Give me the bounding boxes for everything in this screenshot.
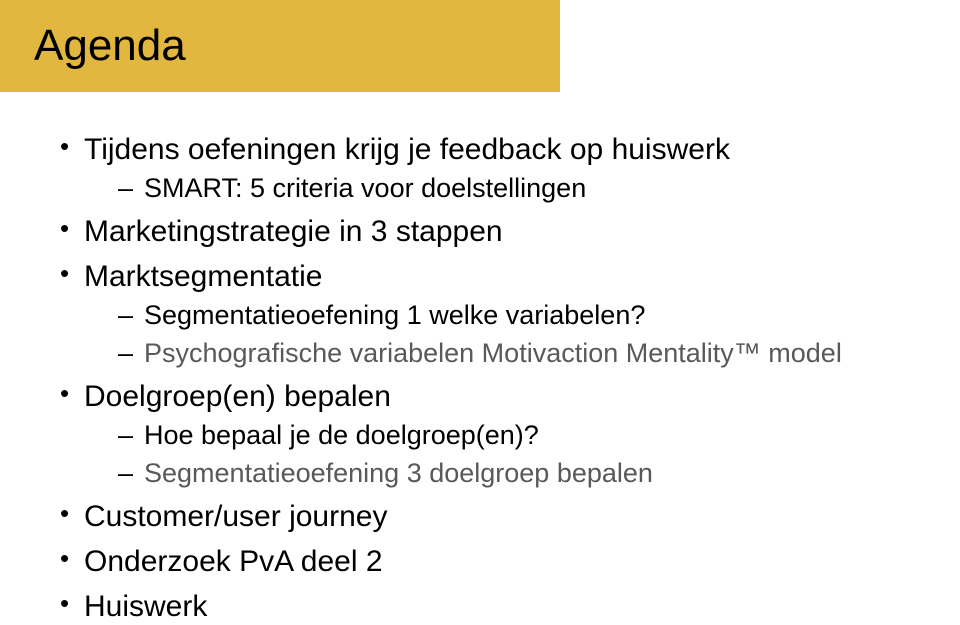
sub-list: Hoe bepaal je de doelgroep(en)? Segmenta… xyxy=(84,418,920,491)
bullet-text: Tijdens oefeningen krijg je feedback op … xyxy=(84,133,730,166)
slide-title: Agenda xyxy=(34,21,186,71)
bullet-text: Doelgroep(en) bepalen xyxy=(84,380,391,413)
list-item: Segmentatieoefening 1 welke variabelen? xyxy=(118,298,920,333)
list-item: SMART: 5 criteria voor doelstellingen xyxy=(118,171,920,206)
bullet-text: Marktsegmentatie xyxy=(84,260,322,293)
bullet-text: Onderzoek PvA deel 2 xyxy=(84,545,383,578)
bullet-text: Marketingstrategie in 3 stappen xyxy=(84,215,503,248)
sub-list: SMART: 5 criteria voor doelstellingen xyxy=(84,171,920,206)
bullet-text: Psychografische variabelen Motivaction M… xyxy=(144,338,842,368)
list-item: Huiswerk xyxy=(56,587,920,625)
list-item: Segmentatieoefening 3 doelgroep bepalen xyxy=(118,456,920,491)
list-item: Marktsegmentatie Segmentatieoefening 1 w… xyxy=(56,257,920,371)
list-item: Doelgroep(en) bepalen Hoe bepaal je de d… xyxy=(56,377,920,491)
bullet-text: Segmentatieoefening 1 welke variabelen? xyxy=(144,300,645,330)
title-bar: Agenda xyxy=(0,0,560,92)
list-item: Psychografische variabelen Motivaction M… xyxy=(118,336,920,371)
list-item: Hoe bepaal je de doelgroep(en)? xyxy=(118,418,920,453)
list-item: Onderzoek PvA deel 2 xyxy=(56,542,920,581)
bullet-list: Tijdens oefeningen krijg je feedback op … xyxy=(56,130,920,625)
bullet-text: Customer/user journey xyxy=(84,500,387,533)
content-area: Tijdens oefeningen krijg je feedback op … xyxy=(56,130,920,625)
list-item: Marketingstrategie in 3 stappen xyxy=(56,212,920,251)
bullet-text: Segmentatieoefening 3 doelgroep bepalen xyxy=(144,458,653,488)
bullet-text: Hoe bepaal je de doelgroep(en)? xyxy=(144,420,539,450)
list-item: Customer/user journey xyxy=(56,497,920,536)
slide: Agenda Tijdens oefeningen krijg je feedb… xyxy=(0,0,960,625)
bullet-text: Huiswerk xyxy=(84,590,207,623)
list-item: Tijdens oefeningen krijg je feedback op … xyxy=(56,130,920,206)
bullet-text: SMART: 5 criteria voor doelstellingen xyxy=(144,173,586,203)
sub-list: Segmentatieoefening 1 welke variabelen? … xyxy=(84,298,920,371)
